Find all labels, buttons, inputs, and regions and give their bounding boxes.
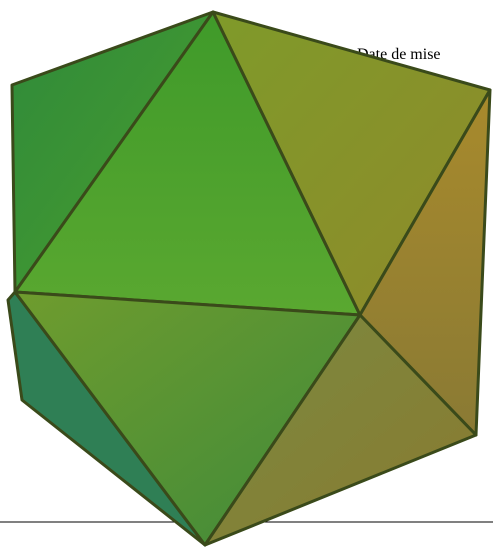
face: [203, 313, 478, 547]
polyhedron: [6, 10, 492, 547]
